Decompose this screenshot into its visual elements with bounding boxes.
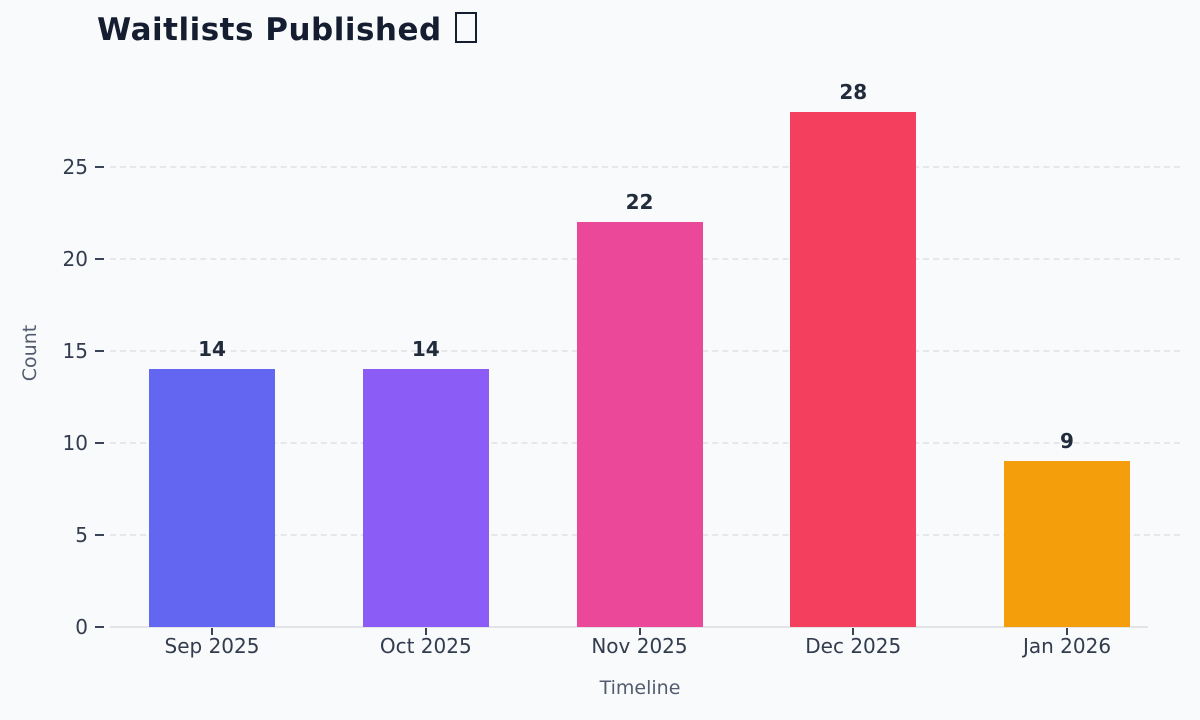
bar-value-label: 14 bbox=[198, 337, 226, 362]
y-tick-mark bbox=[95, 442, 104, 444]
bar-value-label: 22 bbox=[625, 190, 654, 215]
missing-emoji-glyph bbox=[454, 12, 477, 43]
x-axis-line bbox=[110, 626, 1148, 628]
x-tick-mark bbox=[424, 628, 427, 635]
y-axis-title: Count bbox=[19, 324, 41, 382]
y-tick-label: 20 bbox=[62, 247, 88, 271]
bar-dec-2025 bbox=[790, 111, 917, 627]
chart-title-text: Waitlists Published bbox=[97, 12, 442, 48]
y-tick-label: 10 bbox=[62, 431, 88, 455]
x-tick-label: Jan 2026 bbox=[1022, 634, 1112, 658]
x-tick-mark bbox=[1066, 628, 1068, 635]
x-tick-label: Nov 2025 bbox=[591, 634, 688, 658]
x-tick-mark bbox=[211, 628, 213, 635]
x-tick-label: Sep 2025 bbox=[164, 634, 260, 658]
x-tick-mark bbox=[852, 628, 855, 635]
bar-value-label: 9 bbox=[1060, 429, 1074, 454]
bar-value-label: 14 bbox=[411, 337, 440, 362]
y-tick-mark bbox=[95, 166, 104, 168]
y-tick-mark bbox=[95, 258, 104, 260]
bar-value-label: 28 bbox=[839, 79, 868, 104]
y-tick-label: 15 bbox=[62, 339, 88, 363]
y-tick-label: 0 bbox=[75, 615, 88, 639]
x-tick-label: Dec 2025 bbox=[805, 634, 902, 658]
x-tick-mark bbox=[638, 628, 641, 635]
y-tick-label: 5 bbox=[75, 523, 88, 547]
bar-jan-2026 bbox=[1004, 461, 1130, 627]
y-tick-mark bbox=[95, 350, 104, 352]
bar-nov-2025 bbox=[576, 222, 703, 627]
chart-title: Waitlists Published bbox=[97, 12, 477, 48]
bar-oct-2025 bbox=[362, 369, 489, 627]
y-tick-mark bbox=[95, 534, 104, 536]
gridline-y-25 bbox=[110, 166, 1180, 168]
x-axis-title: Timeline bbox=[599, 677, 681, 699]
y-tick-mark bbox=[95, 626, 104, 628]
bar-sep-2025 bbox=[149, 369, 275, 627]
y-tick-label: 25 bbox=[62, 155, 88, 179]
x-tick-label: Oct 2025 bbox=[379, 634, 472, 658]
